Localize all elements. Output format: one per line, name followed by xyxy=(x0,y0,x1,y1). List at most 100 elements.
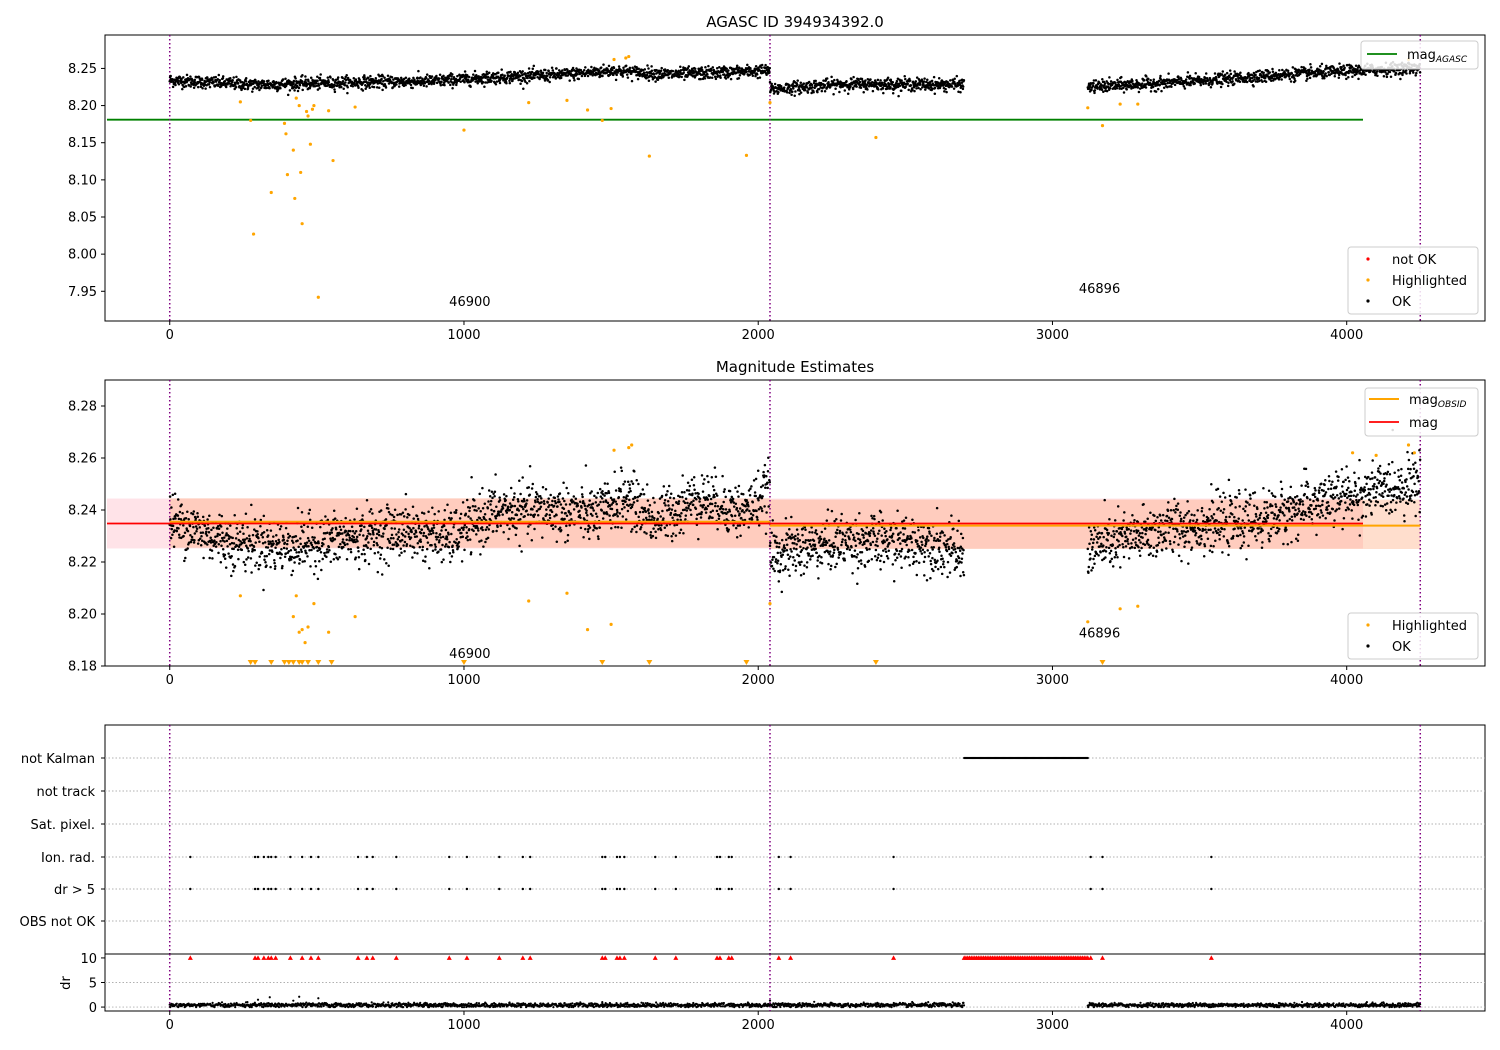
ok-point xyxy=(898,84,902,88)
ok-point xyxy=(338,555,341,559)
ok-point xyxy=(265,554,269,558)
ok-point xyxy=(1116,78,1119,82)
ok-point xyxy=(522,497,526,501)
ok-point xyxy=(369,508,373,511)
ok-point xyxy=(932,75,936,79)
ok-point xyxy=(439,548,443,551)
ok-point xyxy=(308,508,312,512)
ok-point xyxy=(606,501,610,505)
ok-point xyxy=(481,80,485,84)
ok-point xyxy=(758,76,762,79)
ok-point xyxy=(392,537,395,540)
ok-point xyxy=(208,556,211,560)
ok-point xyxy=(226,545,229,548)
ok-point xyxy=(1388,70,1392,74)
ok-point xyxy=(745,70,748,74)
ok-point xyxy=(507,537,510,541)
ok-point xyxy=(520,79,524,83)
ok-point xyxy=(687,65,691,68)
highlighted-point xyxy=(327,109,331,113)
ok-point xyxy=(528,493,532,496)
ok-point xyxy=(406,516,409,519)
ok-point xyxy=(1149,90,1153,93)
ok-point xyxy=(533,527,536,531)
ok-point xyxy=(331,527,334,530)
ok-point xyxy=(280,548,283,551)
ok-point xyxy=(576,504,580,508)
ok-point xyxy=(1162,86,1166,90)
ok-point xyxy=(368,510,371,513)
ok-point xyxy=(397,535,401,539)
ok-point xyxy=(1344,73,1347,77)
ok-point xyxy=(233,514,236,517)
ok-point xyxy=(459,80,462,83)
ok-point xyxy=(860,77,864,81)
ok-point xyxy=(256,533,259,536)
ok-point xyxy=(656,78,660,81)
ok-point xyxy=(286,532,290,536)
ok-point xyxy=(652,496,655,500)
ok-point xyxy=(541,536,544,539)
ok-point xyxy=(360,524,363,527)
ok-point xyxy=(403,535,407,538)
ok-point xyxy=(562,481,565,484)
ok-point xyxy=(1338,62,1341,65)
ok-point xyxy=(569,72,572,75)
ok-point xyxy=(582,502,586,505)
ok-point xyxy=(483,513,487,516)
ok-point xyxy=(605,491,609,495)
ok-point xyxy=(687,73,690,76)
ok-point xyxy=(1281,68,1284,72)
ok-point xyxy=(184,556,187,560)
ok-point xyxy=(516,497,520,501)
ok-point xyxy=(560,511,564,514)
ok-point xyxy=(351,529,355,533)
ok-point xyxy=(556,71,559,75)
ok-point xyxy=(1173,83,1177,87)
ok-point xyxy=(527,525,530,528)
ok-point xyxy=(233,564,237,568)
ok-point xyxy=(286,539,289,543)
ok-point xyxy=(293,89,296,92)
ok-point xyxy=(430,75,434,78)
ok-point xyxy=(859,86,863,90)
ok-point xyxy=(1288,77,1292,81)
ok-point xyxy=(458,517,462,520)
ok-point xyxy=(236,82,240,85)
ok-point xyxy=(191,79,194,82)
ok-point xyxy=(705,68,708,72)
ok-point xyxy=(238,530,242,533)
ok-point xyxy=(318,560,321,563)
ok-point xyxy=(525,509,528,513)
ok-point xyxy=(417,524,421,528)
ok-point xyxy=(473,69,477,73)
ok-point xyxy=(264,86,268,90)
ok-point xyxy=(551,69,555,72)
ok-point xyxy=(317,82,320,85)
ok-point xyxy=(640,492,643,496)
ok-point xyxy=(438,532,442,536)
ok-point xyxy=(279,86,282,90)
ok-point xyxy=(494,82,498,86)
ok-point xyxy=(464,512,468,515)
ok-point xyxy=(590,65,593,69)
ok-point xyxy=(833,78,836,82)
ok-point xyxy=(542,499,546,503)
ok-point xyxy=(310,548,313,552)
ok-point xyxy=(1376,74,1379,77)
x-tick-label: 1000 xyxy=(447,328,480,343)
ok-point xyxy=(579,68,583,72)
ok-point xyxy=(646,64,649,67)
ok-point xyxy=(461,501,465,504)
ok-point xyxy=(423,560,427,563)
ok-point xyxy=(631,503,634,506)
ok-point xyxy=(400,538,404,542)
ok-point xyxy=(850,77,853,81)
ok-point xyxy=(933,86,937,90)
ok-point xyxy=(596,535,600,538)
y-tick-label: 8.15 xyxy=(68,136,97,151)
ok-point xyxy=(337,533,340,537)
ok-point xyxy=(1184,78,1188,81)
ok-point xyxy=(788,91,791,95)
legend-label: OK xyxy=(1392,295,1411,310)
